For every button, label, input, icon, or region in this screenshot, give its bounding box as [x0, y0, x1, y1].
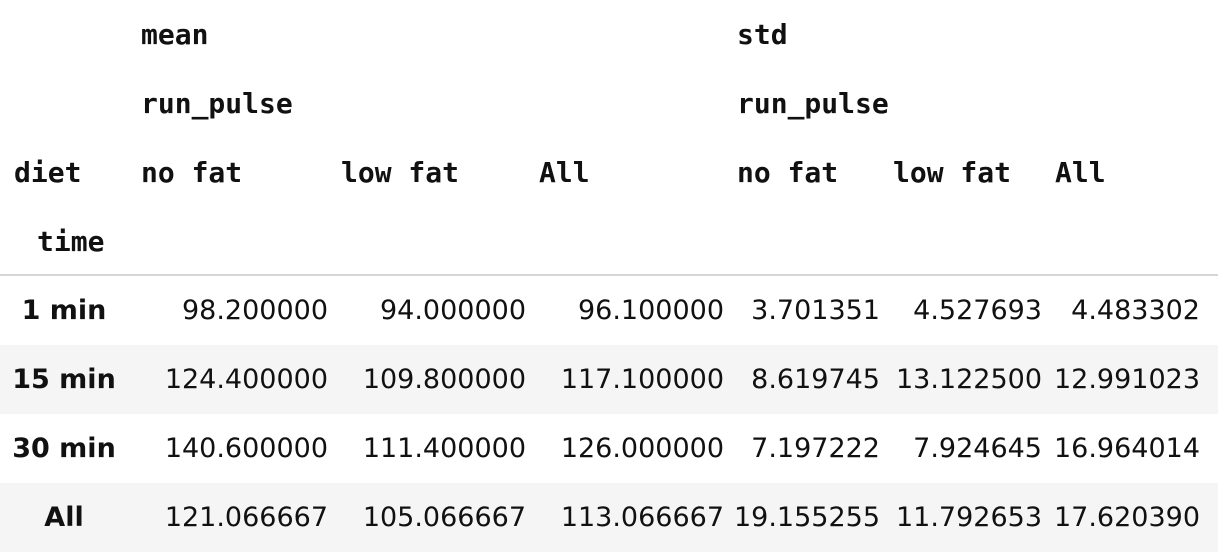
header-blank — [328, 69, 526, 138]
table-cell: 126.000000 — [560, 433, 724, 464]
table-cell: 8.619745 — [724, 345, 880, 414]
table-cell: 124.400000 — [128, 345, 328, 414]
table-cell: 109.800000 — [328, 345, 526, 414]
header-corner — [0, 0, 128, 69]
header-blank — [880, 0, 1042, 69]
table-cell: 113.066667 — [526, 483, 724, 552]
header-std-run-pulse: run_pulse — [737, 87, 889, 120]
table-cell: 121.066667 — [128, 483, 328, 552]
header-pad — [1200, 69, 1218, 138]
row-pad — [1200, 414, 1218, 483]
column-header: All — [539, 156, 590, 189]
row-label: 30 min — [12, 433, 116, 464]
table-cell: 105.066667 — [328, 483, 526, 552]
column-header: no fat — [141, 156, 243, 189]
header-blank — [1042, 207, 1200, 276]
table-cell: 7.197222 — [751, 433, 880, 464]
row-label: 1 min — [21, 295, 107, 326]
header-blank — [128, 207, 328, 276]
row-pad — [1200, 276, 1218, 345]
column-header: no fat — [737, 156, 839, 189]
header-blank — [880, 69, 1042, 138]
table-cell: 117.100000 — [526, 345, 724, 414]
table-cell: 96.100000 — [577, 295, 724, 326]
header-std: std — [737, 18, 788, 51]
table-cell: 4.483302 — [1071, 295, 1200, 326]
row-pad — [1200, 483, 1218, 552]
table-cell: 19.155255 — [724, 483, 880, 552]
header-pad — [1200, 138, 1218, 207]
header-blank — [526, 207, 724, 276]
table-cell: 4.527693 — [913, 295, 1042, 326]
column-header: All — [1055, 156, 1106, 189]
table-cell: 3.701351 — [751, 295, 880, 326]
header-blank — [328, 0, 526, 69]
table-cell: 11.792653 — [880, 483, 1042, 552]
table-cell: 13.122500 — [880, 345, 1042, 414]
table-cell: 140.600000 — [164, 433, 328, 464]
row-label: All — [0, 483, 128, 552]
column-header: low fat — [341, 156, 460, 189]
table-cell: 7.924645 — [913, 433, 1042, 464]
header-mean: mean — [141, 18, 209, 51]
header-blank — [526, 0, 724, 69]
columns-name-diet: diet — [14, 156, 82, 189]
header-blank — [328, 207, 526, 276]
table-cell: 12.991023 — [1042, 345, 1200, 414]
index-name-time: time — [0, 207, 128, 276]
header-blank — [880, 207, 1042, 276]
header-blank — [1042, 69, 1200, 138]
table-cell: 16.964014 — [1053, 433, 1200, 464]
header-pad — [1200, 207, 1218, 276]
row-pad — [1200, 345, 1218, 414]
table-cell: 94.000000 — [379, 295, 526, 326]
table-cell: 111.400000 — [362, 433, 526, 464]
header-blank — [526, 69, 724, 138]
header-mean-run-pulse: run_pulse — [141, 87, 293, 120]
row-label: 15 min — [0, 345, 128, 414]
table-cell: 98.200000 — [181, 295, 328, 326]
header-blank — [1042, 0, 1200, 69]
table-cell: 17.620390 — [1042, 483, 1200, 552]
header-pad — [1200, 0, 1218, 69]
header-blank — [724, 207, 880, 276]
header-corner — [0, 69, 128, 138]
column-header: low fat — [893, 156, 1012, 189]
